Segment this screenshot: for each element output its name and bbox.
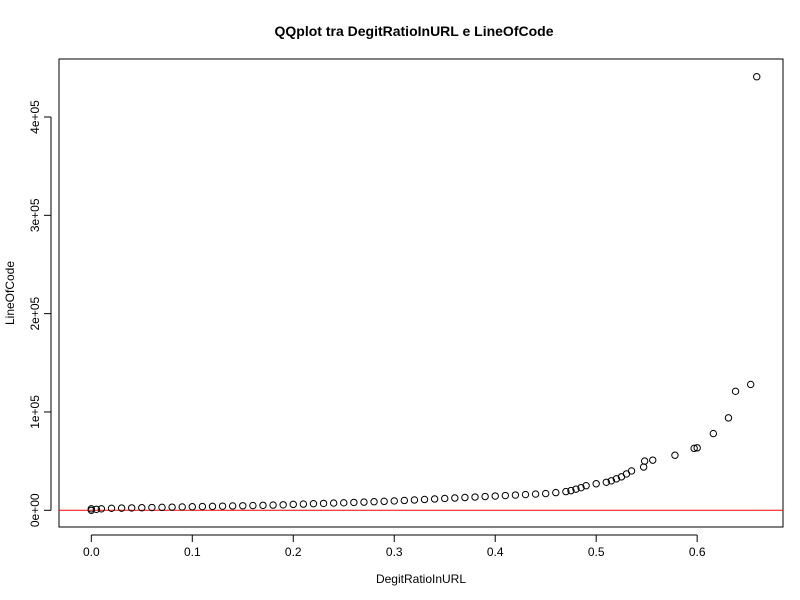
data-point: [138, 504, 146, 512]
data-point: [188, 503, 196, 511]
data-point: [168, 503, 176, 511]
x-tick-label: 0.4: [487, 545, 504, 559]
data-point: [299, 500, 308, 508]
data-point: [350, 498, 358, 507]
data-point: [572, 485, 580, 493]
data-point: [329, 499, 338, 507]
data-point: [117, 504, 126, 512]
data-point: [178, 503, 186, 511]
data-point: [461, 493, 469, 502]
data-point: [249, 501, 257, 510]
data-point: [731, 387, 740, 396]
data-point: [430, 495, 439, 503]
data-point: [319, 499, 328, 508]
y-axis-label: LineOfCode: [3, 261, 17, 325]
data-point: [97, 505, 106, 513]
data-point: [627, 467, 636, 475]
data-points: [87, 72, 761, 514]
data-point: [552, 488, 560, 497]
x-tick-label: 0.0: [83, 545, 100, 559]
data-point: [198, 502, 207, 511]
data-point: [380, 497, 388, 506]
x-axis: 0.0 0.1 0.2 0.3 0.4 0.5 0.6: [83, 534, 706, 559]
data-point: [542, 489, 550, 498]
data-point: [400, 496, 409, 505]
data-point: [562, 487, 570, 496]
data-point: [410, 496, 419, 504]
x-tick-label: 0.3: [386, 545, 403, 559]
data-point: [451, 494, 459, 502]
data-point: [420, 495, 429, 504]
chart-title: QQplot tra DegitRatioInURL e LineOfCode: [275, 23, 554, 39]
y-tick-label: 2e+05: [28, 296, 42, 330]
y-tick-label: 3e+05: [28, 198, 42, 232]
data-point: [269, 501, 277, 509]
data-point: [531, 490, 540, 498]
data-point: [690, 444, 698, 453]
data-point: [501, 491, 510, 500]
y-tick-label: 0e+00: [28, 493, 42, 527]
data-point: [158, 503, 166, 512]
data-point: [649, 456, 657, 464]
data-point: [279, 501, 287, 509]
y-tick-label: 4e+05: [28, 100, 42, 134]
data-point: [289, 500, 297, 509]
data-point: [709, 429, 718, 438]
data-point: [208, 502, 217, 511]
data-point: [239, 502, 247, 510]
data-point: [746, 380, 755, 389]
data-point: [87, 505, 96, 513]
data-point: [309, 499, 318, 508]
data-point: [340, 499, 348, 507]
data-point: [724, 414, 733, 422]
data-point: [218, 502, 227, 510]
data-point: [481, 492, 489, 501]
y-tick-label: 1e+05: [28, 395, 42, 429]
data-point: [640, 457, 649, 465]
data-point: [612, 475, 621, 483]
data-point: [441, 494, 449, 503]
data-point: [521, 490, 530, 499]
data-point: [107, 504, 116, 513]
data-point: [607, 477, 616, 485]
data-point: [671, 451, 679, 459]
x-tick-label: 0.2: [285, 545, 302, 559]
data-point: [592, 480, 600, 488]
data-point: [390, 497, 398, 505]
data-point: [577, 483, 585, 492]
data-point: [92, 505, 101, 514]
x-tick-label: 0.6: [689, 545, 706, 559]
x-tick-label: 0.5: [588, 545, 605, 559]
data-point: [511, 491, 520, 499]
data-point: [491, 492, 499, 500]
data-point: [128, 504, 136, 512]
plot-area: [58, 58, 784, 528]
data-point: [639, 463, 648, 471]
data-point: [567, 486, 575, 495]
data-point: [693, 444, 701, 452]
x-axis-label: DegitRatioInURL: [376, 572, 466, 586]
x-tick-label: 0.1: [184, 545, 201, 559]
data-point: [360, 498, 368, 506]
data-point: [471, 493, 479, 501]
data-point: [370, 498, 378, 506]
data-point: [602, 478, 610, 486]
data-point: [582, 482, 590, 490]
data-point: [753, 72, 761, 81]
data-point: [148, 503, 156, 512]
plot-frame: [58, 58, 784, 528]
y-axis: 0e+00 1e+05 2e+05 3e+05 4e+05: [28, 100, 52, 527]
data-point: [259, 501, 267, 510]
data-point: [228, 502, 237, 510]
